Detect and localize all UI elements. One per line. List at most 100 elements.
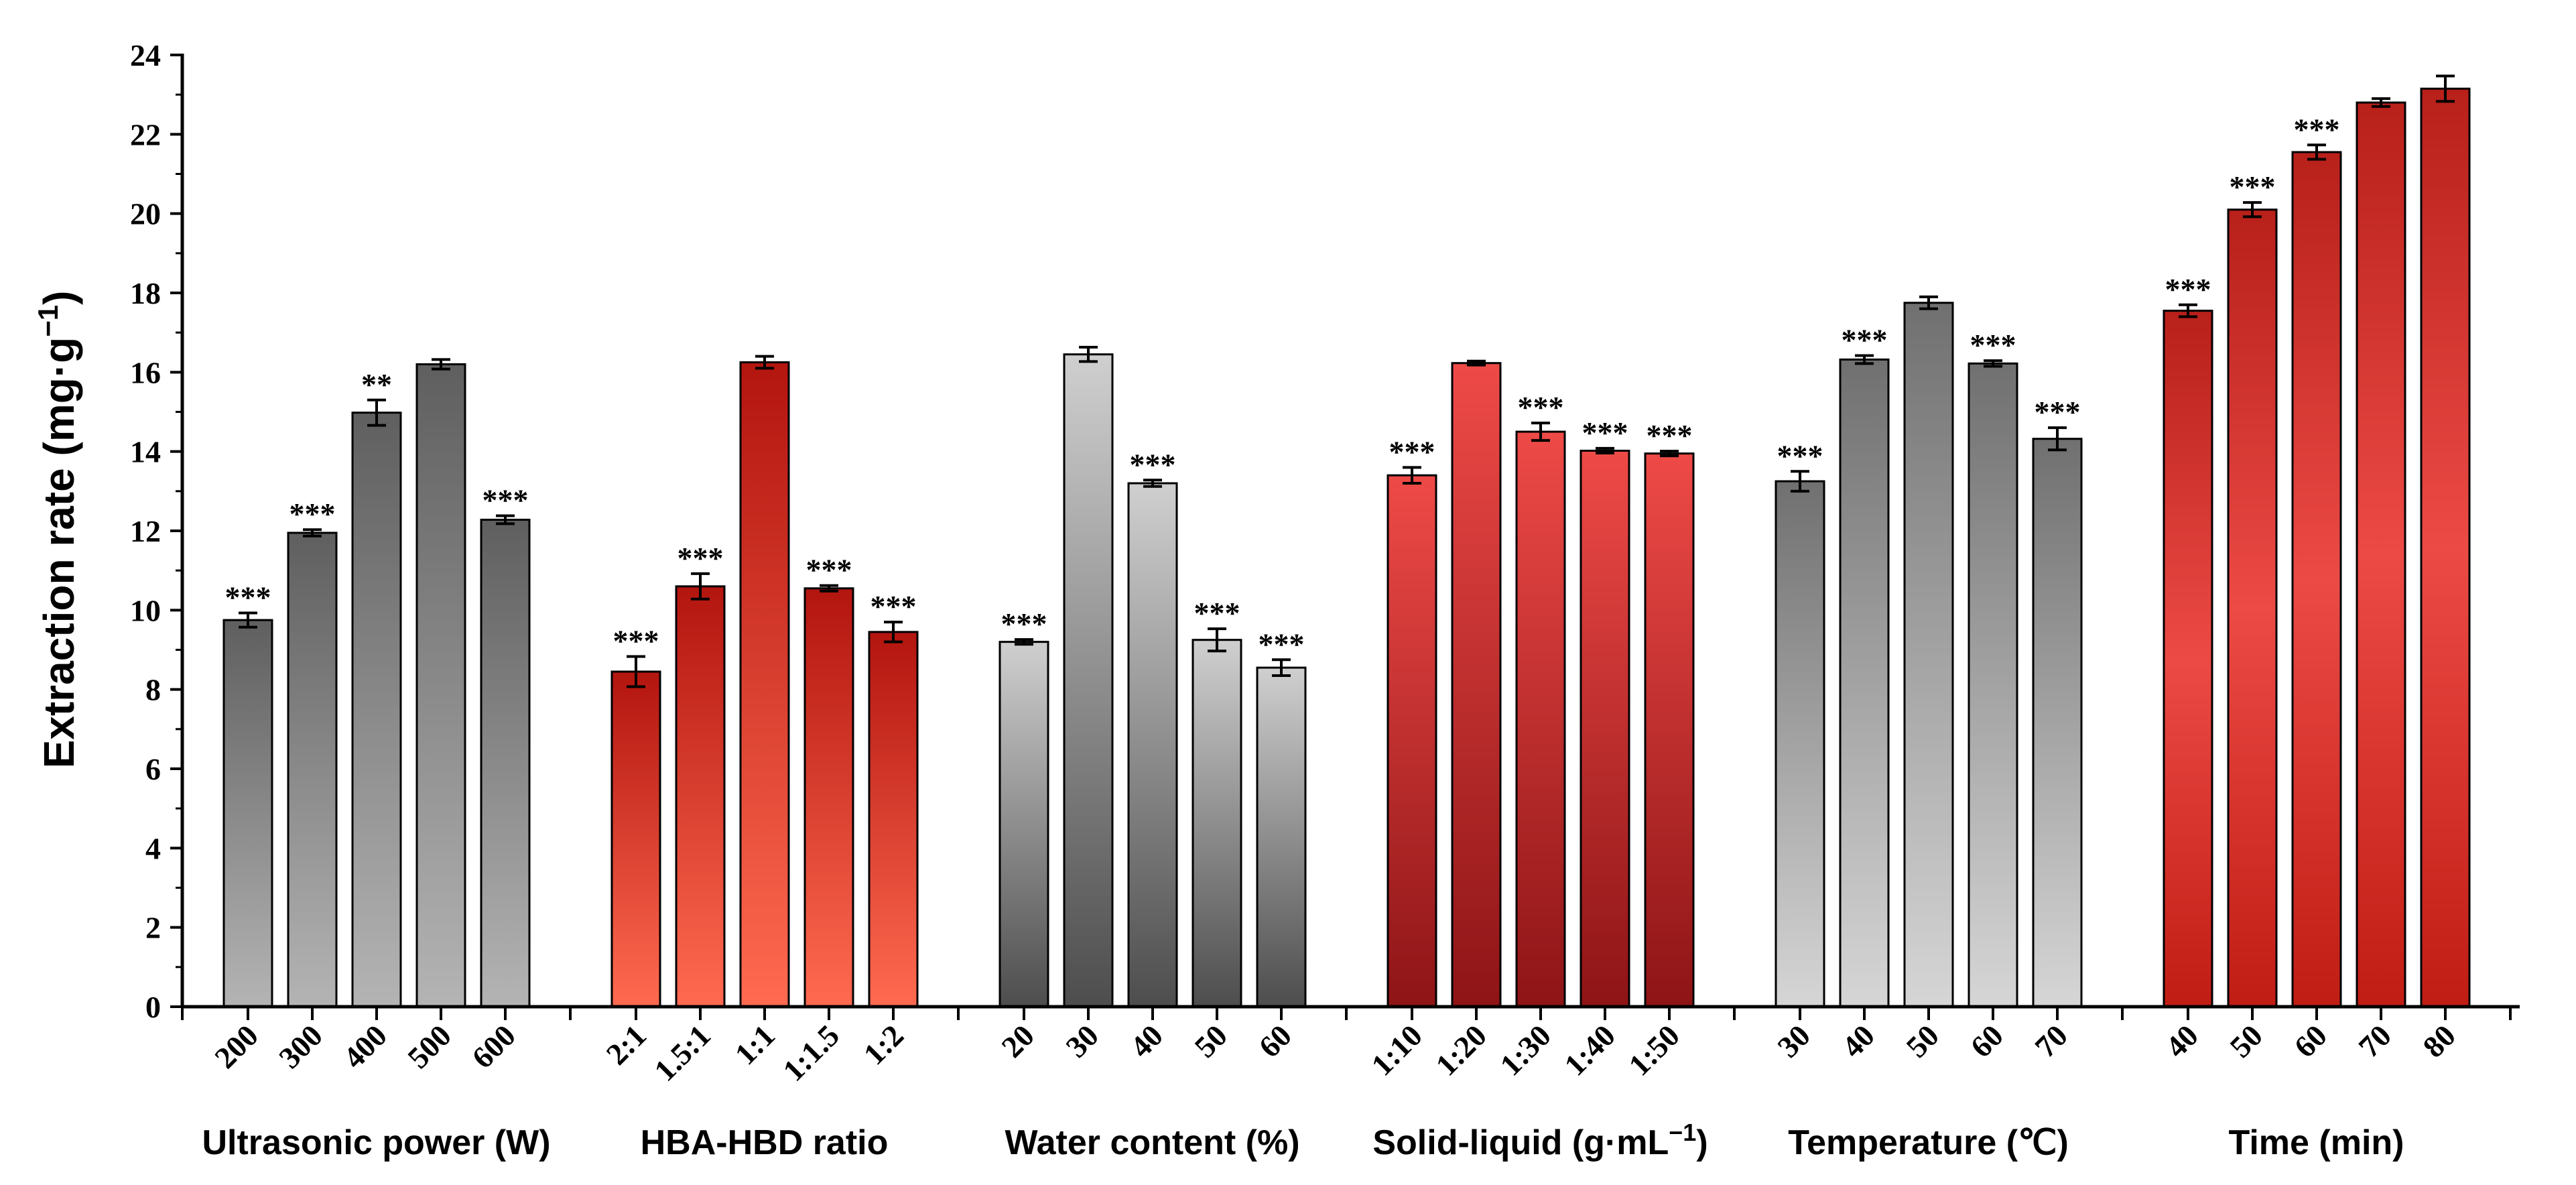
group-label-main: Solid-liquid (g·mL	[1372, 1123, 1669, 1162]
category-label: 200	[208, 1018, 265, 1075]
bar	[803, 587, 854, 1008]
significance-label: ***	[1647, 418, 1693, 452]
bar	[2291, 151, 2342, 1008]
bar	[2163, 310, 2213, 1008]
category-label: 1:50	[1622, 1018, 1686, 1082]
significance-label: ***	[2294, 112, 2340, 146]
bar	[1256, 666, 1307, 1008]
category-label: 50	[2223, 1018, 2269, 1064]
y-tick-label: 6	[145, 752, 161, 786]
y-tick-label: 2	[145, 911, 161, 945]
category-label: 60	[2287, 1018, 2333, 1064]
category-label: 60	[1252, 1018, 1298, 1064]
bar	[2032, 438, 2083, 1008]
y-tick-label: 22	[130, 117, 161, 151]
bar	[1839, 358, 1890, 1008]
axes	[170, 54, 2520, 1020]
category-label: 1:40	[1557, 1018, 1622, 1082]
category-label: 40	[1835, 1018, 1881, 1064]
category-label: 30	[1770, 1018, 1817, 1064]
y-tick-label: 0	[145, 990, 161, 1024]
significance-label: ***	[1259, 627, 1305, 661]
significance-label: ***	[1518, 390, 1564, 424]
group-label-close: )	[1696, 1123, 1708, 1162]
category-label: 50	[1899, 1018, 1945, 1064]
group-label: HBA-HBD ratio	[641, 1123, 889, 1162]
y-tick-label: 16	[130, 355, 161, 389]
category-label: 1:10	[1364, 1018, 1429, 1082]
bar	[739, 361, 790, 1008]
category-label: 1.5:1	[647, 1018, 717, 1088]
bar	[415, 363, 466, 1008]
category-label: 30	[1059, 1018, 1105, 1064]
bar	[2356, 101, 2406, 1008]
category-label: 1:20	[1429, 1018, 1493, 1082]
bars-layer	[222, 74, 2471, 1008]
y-tick-label: 14	[130, 435, 161, 469]
y-tick-label: 4	[145, 831, 161, 865]
bar	[1968, 362, 2018, 1008]
bar	[868, 631, 919, 1008]
y-tick-label: 18	[130, 276, 161, 310]
significance-label: ***	[678, 541, 724, 575]
bar	[1775, 480, 1825, 1008]
category-label: 1:30	[1493, 1018, 1557, 1082]
category-label: 60	[1963, 1018, 2010, 1064]
significance-label: ***	[871, 589, 917, 623]
bar	[1580, 449, 1630, 1008]
significance-label: ***	[613, 624, 659, 658]
y-axis-title: Extraction rate (mg·g−1)	[32, 291, 83, 769]
significance-label: ***	[225, 580, 271, 614]
category-label: 600	[465, 1018, 522, 1075]
significance-label: ***	[1582, 416, 1628, 450]
category-label: 400	[336, 1018, 393, 1075]
category-label: 50	[1187, 1018, 1234, 1064]
group-label: Water content (%)	[1005, 1123, 1299, 1162]
bar	[222, 619, 273, 1008]
significance-label: ***	[2035, 395, 2081, 429]
significance-label: ***	[1001, 607, 1047, 641]
bar	[1192, 639, 1242, 1008]
category-label: 1:1.5	[776, 1018, 846, 1088]
category-label: 500	[401, 1018, 458, 1075]
category-label: 40	[2159, 1018, 2205, 1064]
category-label: 1:1	[728, 1018, 781, 1071]
bar	[1903, 302, 1954, 1008]
category-label: 1:2	[857, 1018, 910, 1071]
category-label: 20	[994, 1018, 1041, 1064]
bar	[1127, 482, 1178, 1008]
significance-label: ***	[1194, 596, 1240, 630]
significance-label: ***	[1389, 434, 1435, 469]
bar	[287, 532, 338, 1008]
bar	[1451, 362, 1502, 1008]
significance-label: ***	[2230, 170, 2276, 204]
category-label: 70	[2352, 1018, 2398, 1064]
significance-label: ***	[482, 483, 529, 517]
significance-label: ***	[1130, 447, 1176, 481]
y-tick-label: 24	[130, 38, 161, 72]
group-label: Solid-liquid (g·mL−1)	[1372, 1119, 1708, 1162]
y-tick-label: 10	[130, 593, 161, 627]
bar	[999, 641, 1049, 1008]
significance-label: ***	[1970, 328, 2016, 362]
y-tick-label: 20	[130, 197, 161, 231]
category-label: 2:1	[600, 1018, 653, 1071]
significance-label: ***	[806, 553, 852, 587]
y-tick-label: 8	[145, 673, 161, 707]
category-label: 300	[272, 1018, 329, 1075]
significance-label: ***	[2165, 272, 2211, 306]
significance-label: ***	[1842, 322, 1888, 357]
significance-label: ***	[289, 497, 336, 531]
y-tick-label: 12	[130, 514, 161, 548]
significance-label: ***	[1777, 438, 1823, 473]
bar	[480, 518, 531, 1008]
category-label: 70	[2028, 1018, 2074, 1064]
group-label: Time (min)	[2229, 1123, 2404, 1162]
bar	[2227, 208, 2278, 1008]
bar	[675, 585, 726, 1008]
bar	[2420, 87, 2471, 1008]
bar	[1063, 353, 1114, 1008]
group-label-sup: −1	[1669, 1119, 1696, 1146]
bar	[610, 670, 661, 1008]
